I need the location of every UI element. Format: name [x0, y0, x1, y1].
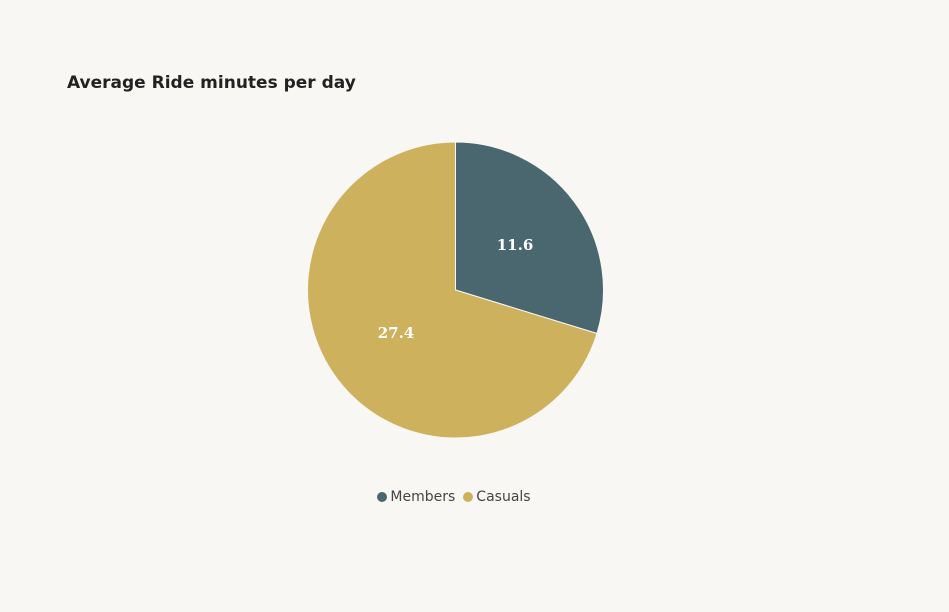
legend: Members Casuals — [0, 489, 908, 505]
data-label-casuals: 27.4 — [378, 324, 415, 342]
pie-slice-casuals[interactable] — [307, 141, 598, 439]
chart-title: Average Ride minutes per day — [67, 73, 356, 93]
legend-item-casuals[interactable]: Casuals — [463, 489, 531, 505]
legend-swatch-casuals — [463, 492, 474, 502]
pie-slice-members[interactable] — [455, 141, 604, 335]
data-label-members: 11.6 — [497, 236, 534, 254]
legend-label-members: Members — [390, 489, 456, 505]
legend-item-members[interactable]: Members — [377, 489, 455, 505]
legend-label-casuals: Casuals — [476, 489, 531, 505]
legend-swatch-members — [377, 492, 388, 502]
